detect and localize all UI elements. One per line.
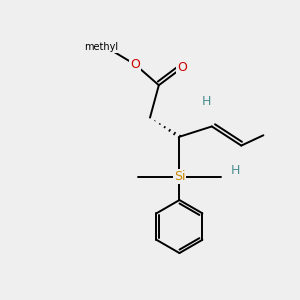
Text: methyl: methyl xyxy=(84,42,118,52)
Text: O: O xyxy=(178,61,187,74)
Text: H: H xyxy=(231,164,240,177)
Text: O: O xyxy=(130,58,140,71)
Text: Si: Si xyxy=(174,170,185,183)
Text: H: H xyxy=(201,95,211,108)
